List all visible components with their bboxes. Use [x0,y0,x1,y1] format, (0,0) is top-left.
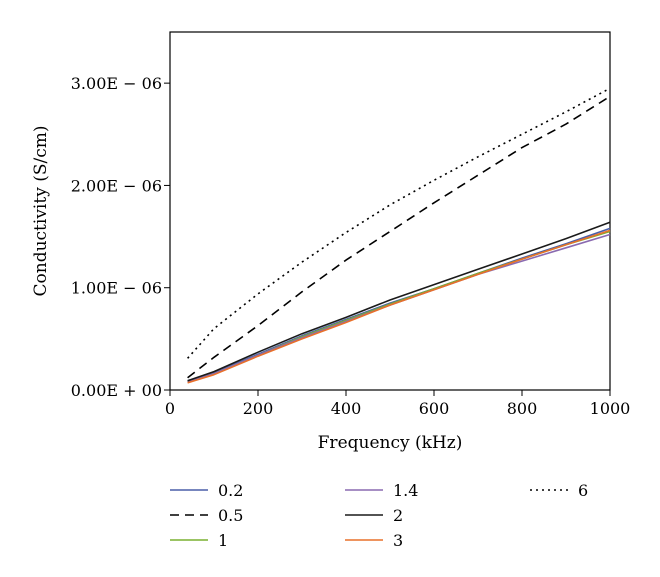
x-tick-label: 400 [331,399,362,418]
legend-label: 6 [578,481,588,500]
series-lines [187,87,611,384]
legend-label: 2 [393,506,403,525]
x-tick-label: 600 [419,399,450,418]
series-line-0-2 [187,227,611,382]
x-tick-label: 200 [243,399,274,418]
plot-area-frame [169,31,611,391]
series-line-0-5 [187,95,611,379]
legend-label: 1 [218,531,228,550]
x-tick-label: 800 [507,399,538,418]
legend-label: 0.2 [218,481,243,500]
y-tick-label: 1.00E − 06 [71,279,162,298]
y-axis-label: Conductivity (S/cm) [31,126,51,297]
y-axis-ticks: 0.00E + 00 1.00E − 06 2.00E − 06 3.00E − 06 [71,74,170,400]
x-tick-label: 1000 [590,399,631,418]
series-line-3 [187,229,611,384]
legend: 0.2 0.5 1 1.4 2 3 6 [170,481,588,550]
y-tick-label: 0.00E + 00 [71,381,162,400]
y-tick-label: 2.00E − 06 [71,176,162,195]
legend-label: 1.4 [393,481,418,500]
x-axis-label: Frequency (kHz) [318,433,463,453]
x-axis-ticks: 0 200 400 600 800 1000 [165,390,630,418]
legend-label: 3 [393,531,403,550]
series-line-6 [187,87,611,359]
y-tick-label: 3.00E − 06 [71,74,162,93]
x-tick-label: 0 [165,399,175,418]
legend-label: 0.5 [218,506,243,525]
series-line-2 [187,221,611,382]
